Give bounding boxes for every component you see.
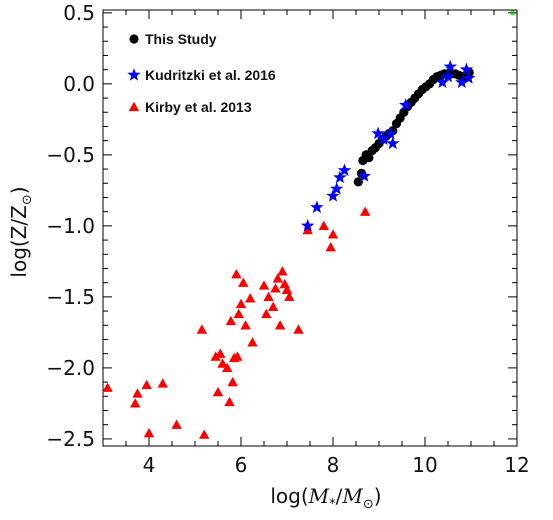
star-point — [462, 71, 476, 84]
star-point — [357, 169, 371, 182]
star-point — [371, 126, 385, 140]
triangle-point — [157, 378, 168, 388]
star-point — [330, 181, 344, 195]
triangle-point — [268, 301, 279, 311]
triangle-point — [245, 293, 256, 303]
triangle-point — [102, 382, 113, 392]
triangle-point — [141, 379, 152, 390]
y-tick-label: −0.5 — [46, 143, 95, 167]
triangle-point — [130, 398, 141, 408]
star-point — [435, 75, 450, 89]
star-point — [443, 59, 457, 73]
triangle-point — [281, 284, 293, 294]
x-tick-label: 6 — [235, 453, 248, 477]
x-tick-label: 12 — [504, 453, 529, 477]
star-point — [310, 200, 324, 214]
triangle-point — [212, 386, 224, 397]
x-tick-label: 10 — [412, 453, 437, 477]
legend-label: Kirby et al. 2013 — [145, 99, 252, 115]
triangle-point — [199, 429, 210, 439]
y-tick-label: 0.5 — [63, 1, 95, 25]
triangle-point — [232, 351, 243, 361]
triangle-point — [238, 277, 249, 287]
triangle-point — [327, 229, 339, 239]
triangle-point — [258, 280, 270, 290]
triangle-point — [284, 291, 295, 302]
star-point — [386, 136, 400, 150]
legend-label: Kudritzki et al. 2016 — [145, 67, 276, 83]
triangle-point — [225, 315, 237, 326]
triangle-point — [196, 324, 208, 334]
x-tick-label: 4 — [143, 453, 156, 477]
tick-labels: 4 6 8 10 12 0.5 0.0 −0.5 −1.0 −1.5 −2.0 −2.5 — [46, 1, 529, 477]
triangle-point — [235, 298, 247, 309]
triangle-point — [325, 241, 336, 252]
triangle-point — [143, 428, 155, 438]
triangle-point — [274, 320, 286, 330]
triangle-point — [222, 362, 233, 373]
star-point — [333, 170, 347, 184]
star-point — [383, 126, 398, 140]
triangle-point — [318, 220, 329, 231]
y-tick-label: −2.5 — [46, 427, 95, 451]
star-point — [326, 189, 340, 202]
star-point — [301, 218, 315, 232]
triangle-point — [231, 268, 242, 279]
triangle-point — [277, 266, 288, 276]
y-tick-label: −1.5 — [46, 285, 95, 309]
triangle-point — [270, 283, 281, 293]
triangle-point — [272, 273, 283, 283]
star-point — [455, 75, 469, 89]
legend: This Study Kudritzki et al. 2016 Kirby et … — [127, 31, 276, 115]
circle-point — [364, 153, 374, 163]
triangle-point — [233, 308, 244, 319]
star-point — [441, 69, 455, 83]
legend-label: This Study — [145, 31, 217, 47]
star-point — [337, 163, 352, 177]
legend-marker-triangle — [128, 101, 140, 112]
triangle-point — [360, 206, 371, 216]
legend-marker-circle — [129, 34, 139, 44]
triangle-point — [217, 358, 228, 368]
triangle-point — [261, 308, 272, 319]
triangle-point — [263, 291, 274, 302]
x-tick-label: 8 — [327, 453, 340, 477]
star-point — [376, 132, 391, 145]
x-axis-label: log(M*/M⊙) — [270, 484, 381, 512]
triangle-point — [210, 351, 221, 361]
triangle-point — [240, 320, 251, 330]
data-points — [102, 10, 515, 439]
star-point — [399, 98, 413, 111]
triangle-point — [132, 388, 143, 398]
triangle-point — [302, 224, 313, 235]
triangle-point — [227, 376, 238, 387]
triangle-point — [215, 348, 226, 358]
triangle-point — [247, 337, 258, 347]
annotation-point — [509, 10, 515, 16]
circle-point — [353, 177, 363, 187]
y-tick-label: 0.0 — [63, 72, 95, 96]
y-tick-label: −1.0 — [46, 214, 95, 238]
y-axis-label: log(Z/Z⊙) — [7, 186, 35, 277]
y-tick-label: −2.0 — [46, 356, 95, 380]
star-point — [459, 62, 474, 76]
legend-marker-star — [127, 68, 141, 81]
triangle-point — [293, 324, 304, 334]
triangle-point — [171, 419, 182, 429]
triangle-point — [224, 396, 235, 407]
